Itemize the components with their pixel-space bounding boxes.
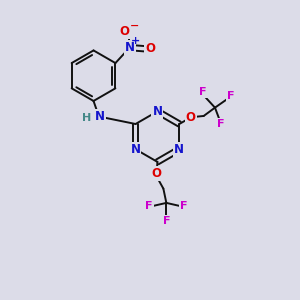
Text: O: O (186, 111, 196, 124)
Text: O: O (145, 42, 155, 55)
Text: N: N (174, 143, 184, 156)
Text: N: N (95, 110, 105, 123)
Text: F: F (163, 216, 170, 226)
Text: F: F (146, 201, 153, 211)
Text: O: O (152, 167, 162, 180)
Text: H: H (82, 113, 91, 123)
Text: −: − (130, 21, 140, 31)
Text: F: F (199, 87, 207, 97)
Text: F: F (180, 201, 187, 211)
Text: N: N (125, 41, 135, 54)
Text: N: N (130, 143, 141, 156)
Text: F: F (217, 119, 225, 129)
Text: +: + (131, 36, 140, 46)
Text: F: F (227, 91, 234, 101)
Text: N: N (152, 105, 162, 118)
Text: O: O (120, 25, 130, 38)
